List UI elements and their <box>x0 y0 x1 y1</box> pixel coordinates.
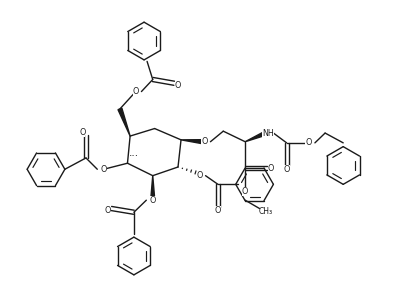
Text: O: O <box>104 206 110 215</box>
Polygon shape <box>181 140 203 144</box>
Text: O: O <box>201 137 208 146</box>
Text: O: O <box>305 138 312 147</box>
Text: O: O <box>175 81 181 90</box>
Polygon shape <box>245 131 267 142</box>
Text: O: O <box>242 187 248 196</box>
Text: O: O <box>101 165 107 174</box>
Text: O: O <box>268 164 274 173</box>
Text: CH₃: CH₃ <box>259 207 273 216</box>
Text: O: O <box>197 171 203 180</box>
Text: NH: NH <box>262 129 274 138</box>
Polygon shape <box>118 108 130 136</box>
Text: O: O <box>150 196 156 205</box>
Text: O: O <box>284 165 290 174</box>
Text: ···: ··· <box>129 151 139 161</box>
Polygon shape <box>150 176 155 200</box>
Text: O: O <box>215 206 221 215</box>
Text: O: O <box>133 87 139 96</box>
Text: O: O <box>79 128 86 137</box>
